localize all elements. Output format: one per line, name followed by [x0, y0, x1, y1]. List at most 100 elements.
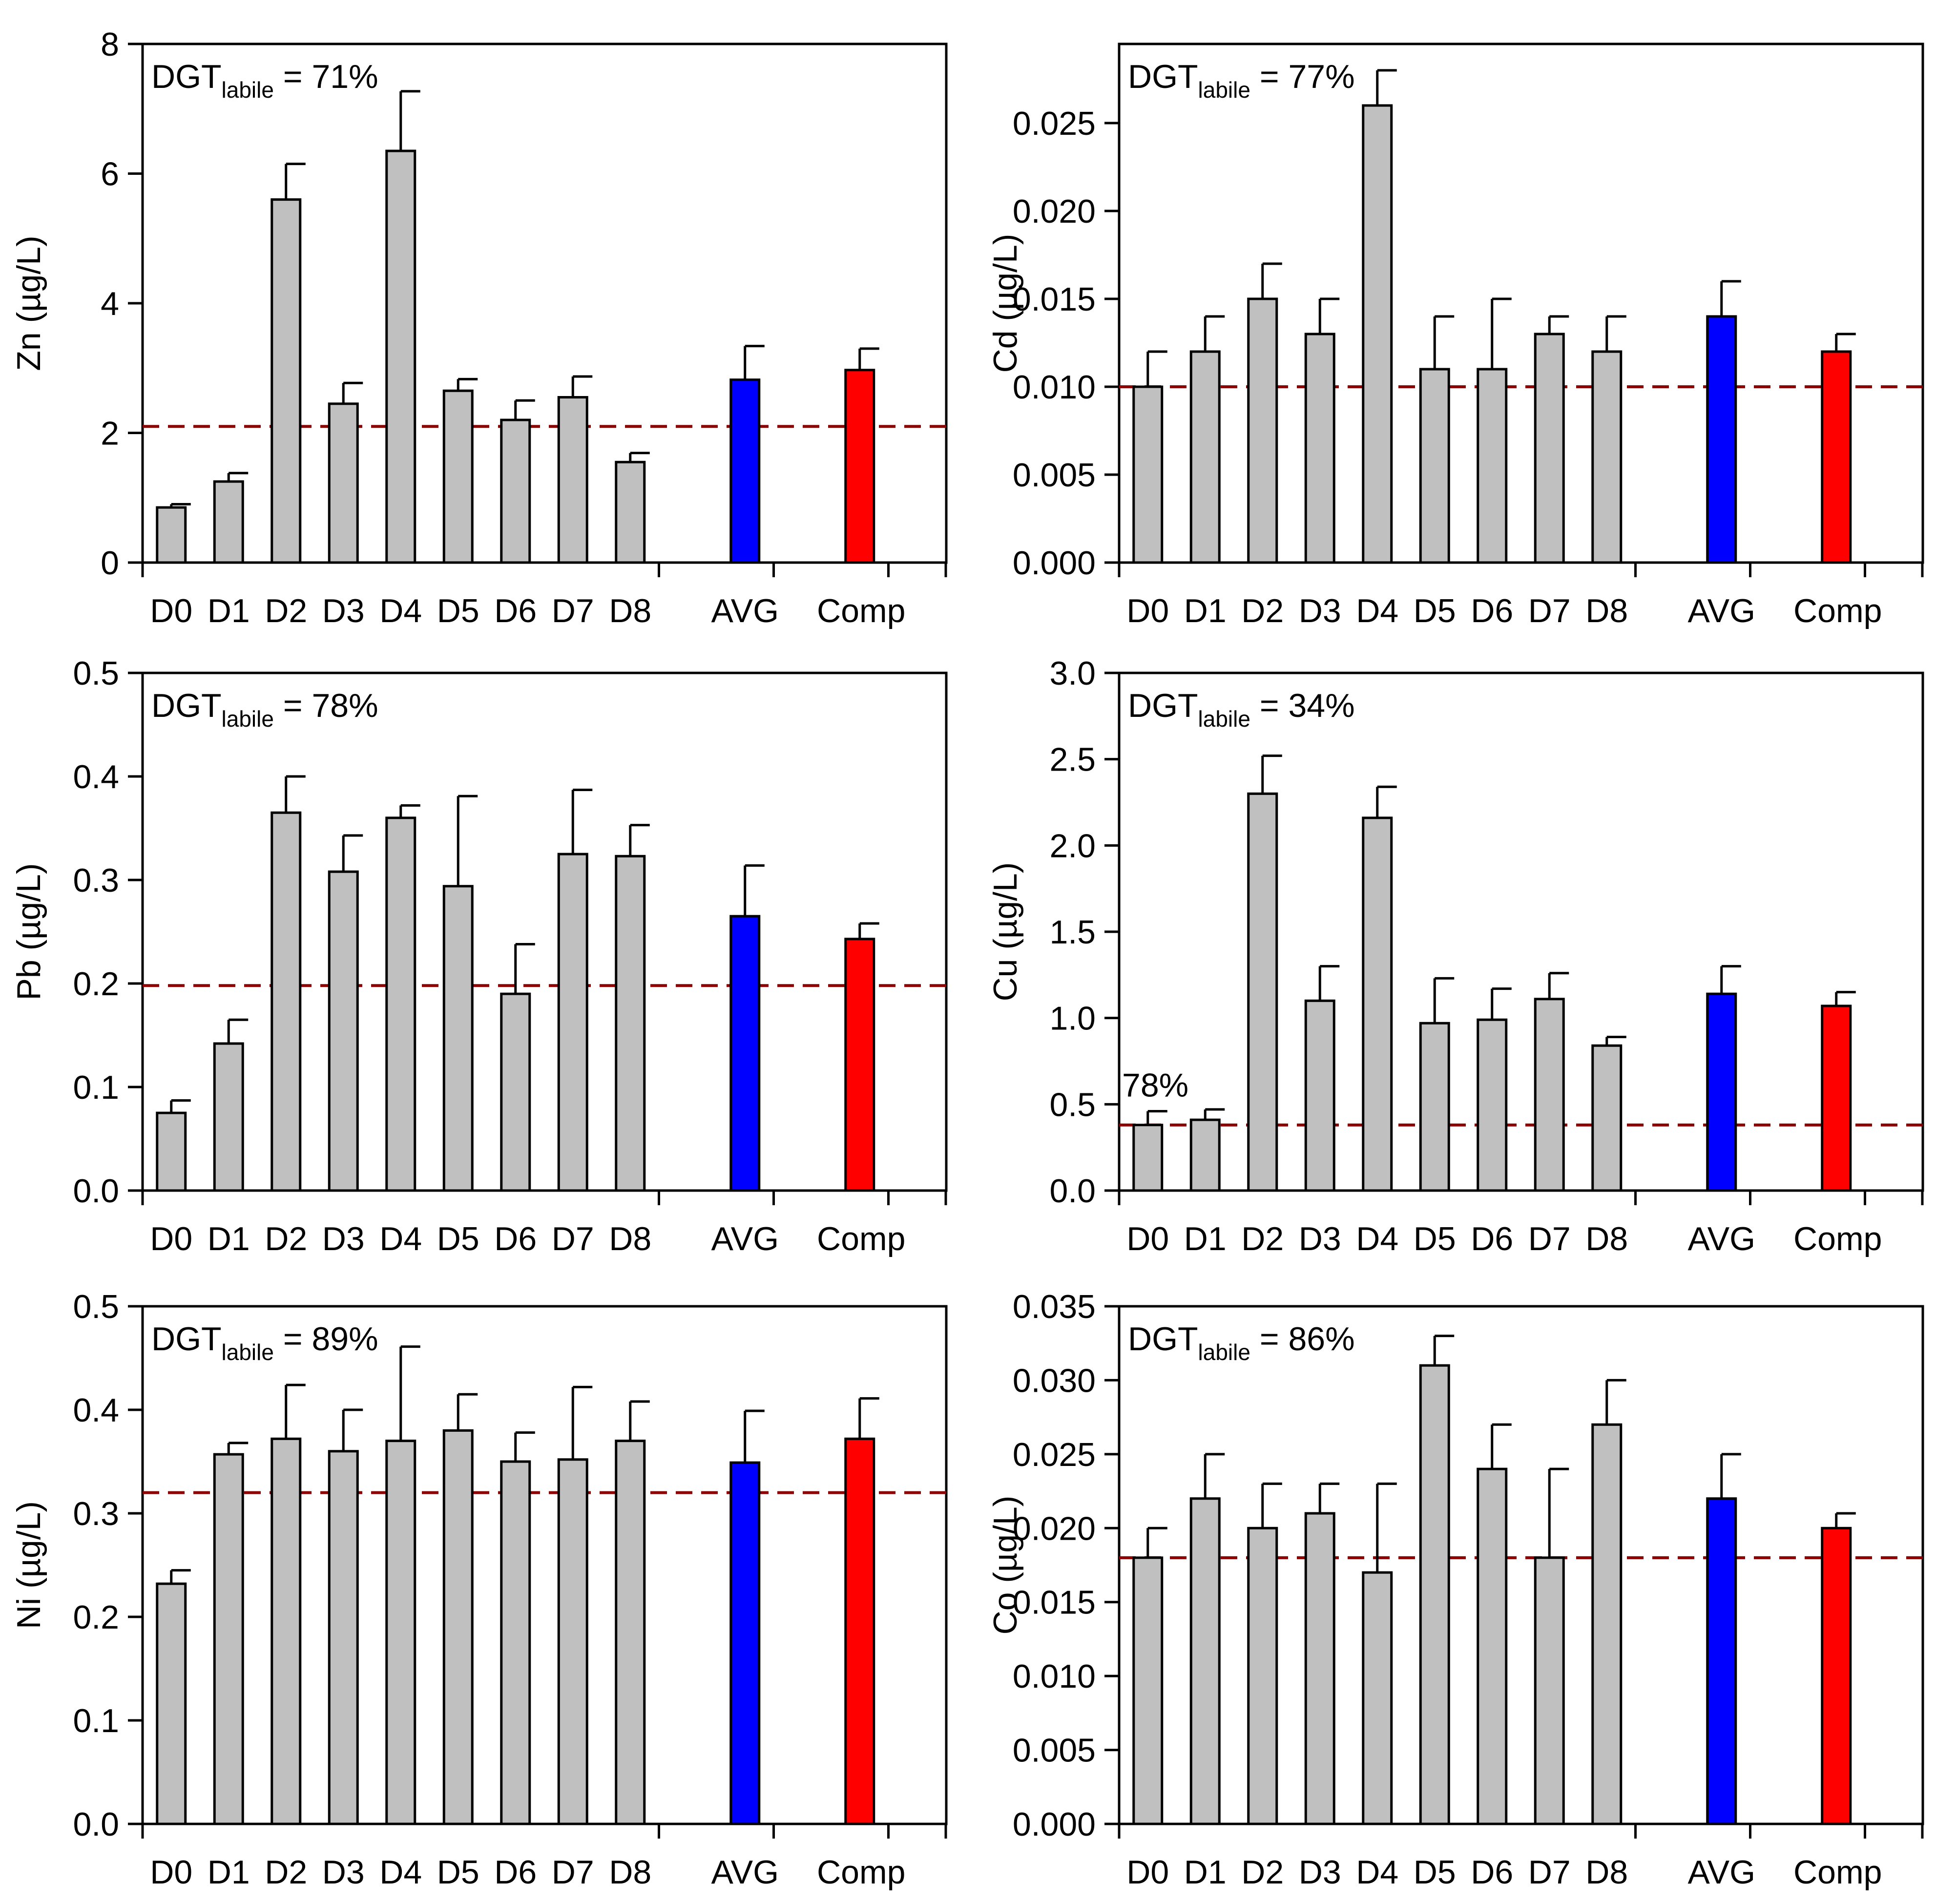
bar-d0: [1132, 1556, 1164, 1825]
y-tick-label: 0.5: [1049, 1086, 1096, 1123]
x-tick-label-d3: D3: [1299, 1220, 1341, 1257]
annotation-main: DGT: [151, 58, 222, 95]
y-tick-label: 0.015: [1013, 281, 1096, 318]
x-tick-label-d0: D0: [1126, 1854, 1169, 1891]
x-tick-label-d1: D1: [208, 1220, 250, 1257]
annotation-value: = 89%: [274, 1320, 378, 1358]
x-tick-label-d0: D0: [1126, 1220, 1169, 1257]
y-tick-label: 2.0: [1049, 827, 1096, 864]
y-axis-title: Ni (µg/L): [10, 1501, 47, 1629]
x-tick-label-avg: AVG: [711, 1854, 779, 1891]
x-tick-label-d7: D7: [552, 1854, 594, 1891]
dgt-labile-annotation: DGTlabile = 78%: [151, 687, 378, 732]
x-tick-label-d4: D4: [379, 592, 422, 629]
y-tick-label: 0.0: [73, 1172, 119, 1210]
bar-d1: [1189, 1118, 1221, 1192]
x-tick-label-d2: D2: [265, 1854, 307, 1891]
y-tick-label: 0.015: [1013, 1584, 1096, 1621]
x-tick-label-d3: D3: [322, 592, 365, 629]
y-tick-label: 0: [101, 544, 119, 582]
y-tick-label: 0.035: [1013, 1288, 1096, 1325]
bar-d5: [442, 885, 474, 1192]
x-tick-label-comp: Comp: [817, 592, 905, 629]
y-axis-units: (µg/L): [10, 863, 47, 950]
plot-frame: [141, 1305, 948, 1825]
bar-avg: [729, 915, 761, 1192]
y-tick-label: 0.1: [73, 1702, 119, 1739]
annotation-value: = 71%: [274, 58, 378, 95]
y-tick-label: 0.4: [73, 758, 119, 795]
bar-d4: [385, 149, 416, 564]
bar-d7: [557, 1458, 588, 1825]
annotation-subscript: labile: [1198, 77, 1250, 103]
annotation-value: = 78%: [274, 687, 378, 724]
annotation-main: DGT: [151, 1320, 222, 1358]
plot-frame: [1118, 671, 1924, 1192]
x-tick-label-avg: AVG: [1687, 1854, 1755, 1891]
bar-comp: [844, 369, 875, 564]
y-tick-label: 0.025: [1013, 1436, 1096, 1473]
dgt-labile-annotation: DGTlabile = 86%: [1128, 1320, 1355, 1365]
x-tick-label-d8: D8: [1585, 1220, 1628, 1257]
bar-d6: [1477, 368, 1508, 564]
x-tick-label-comp: Comp: [1793, 1220, 1882, 1257]
y-axis-title: Pb (µg/L): [10, 863, 47, 1000]
bar-avg: [1706, 992, 1737, 1192]
bar-avg: [729, 1461, 761, 1825]
dgt-labile-annotation: DGTlabile = 34%: [1128, 687, 1355, 732]
y-tick-label: 0.000: [1013, 544, 1096, 582]
x-tick-label-d1: D1: [208, 1854, 250, 1891]
plot-frame: [1118, 42, 1924, 564]
bar-d8: [1591, 1044, 1623, 1192]
y-tick-label: 0.3: [73, 1495, 119, 1532]
y-axis-units: (µg/L): [987, 1496, 1024, 1583]
annotation-subscript: labile: [222, 706, 274, 732]
x-tick-label-d2: D2: [1241, 592, 1284, 629]
y-tick-label: 0.4: [73, 1392, 119, 1429]
x-tick-label-d7: D7: [1528, 1854, 1571, 1891]
bar-d8: [1591, 350, 1623, 564]
bar-d1: [1189, 350, 1221, 564]
bar-d2: [271, 811, 302, 1192]
x-tick-label-d4: D4: [1356, 1854, 1398, 1891]
y-tick-label: 1.5: [1049, 914, 1096, 951]
x-tick-label-d0: D0: [150, 592, 192, 629]
bar-d0: [156, 1111, 187, 1192]
y-axis-units: (µg/L): [987, 234, 1024, 321]
y-tick-label: 0.005: [1013, 457, 1096, 494]
dgt-labile-annotation: DGTlabile = 89%: [151, 1320, 378, 1365]
y-axis-element: Cd: [987, 321, 1024, 373]
bar-d4: [1362, 104, 1393, 564]
x-tick-label-avg: AVG: [1687, 1220, 1755, 1257]
annotation-value: = 34%: [1250, 687, 1355, 724]
annotation-value: = 86%: [1250, 1320, 1355, 1358]
bar-d1: [1189, 1497, 1221, 1825]
x-tick-label-d2: D2: [1241, 1220, 1284, 1257]
bar-comp: [844, 938, 875, 1192]
y-tick-label: 4: [101, 285, 119, 322]
bar-d4: [385, 816, 416, 1192]
bar-d6: [1477, 1018, 1508, 1192]
x-tick-label-d5: D5: [437, 1220, 479, 1257]
bar-d8: [615, 460, 646, 564]
x-tick-label-d3: D3: [322, 1854, 365, 1891]
y-tick-label: 6: [101, 156, 119, 193]
bar-d7: [1534, 333, 1565, 564]
bar-d6: [500, 1460, 531, 1825]
x-tick-label-d0: D0: [1126, 592, 1169, 629]
bar-d0: [156, 506, 187, 564]
y-tick-label: 1.0: [1049, 1000, 1096, 1037]
x-tick-label-d1: D1: [1184, 1220, 1227, 1257]
annotation-main: DGT: [1128, 1320, 1198, 1358]
bar-comp: [844, 1437, 875, 1825]
chart-cu: 0.0 0.5 1.0 1.5 2.0 2.5 3.0 D0 D1 D2 D3 D4 D5 D6 D7 D8 A…: [987, 655, 1924, 1257]
x-tick-label-comp: Comp: [1793, 592, 1882, 629]
bar-avg: [1706, 1497, 1737, 1825]
bar-d6: [500, 418, 531, 564]
x-tick-label-comp: Comp: [817, 1220, 905, 1257]
x-tick-label-d5: D5: [1414, 1854, 1456, 1891]
dgt-labile-annotation: DGTlabile = 77%: [1128, 58, 1355, 103]
x-tick-label-d6: D6: [1471, 592, 1513, 629]
y-axis-title: Cu (µg/L): [987, 862, 1024, 1002]
